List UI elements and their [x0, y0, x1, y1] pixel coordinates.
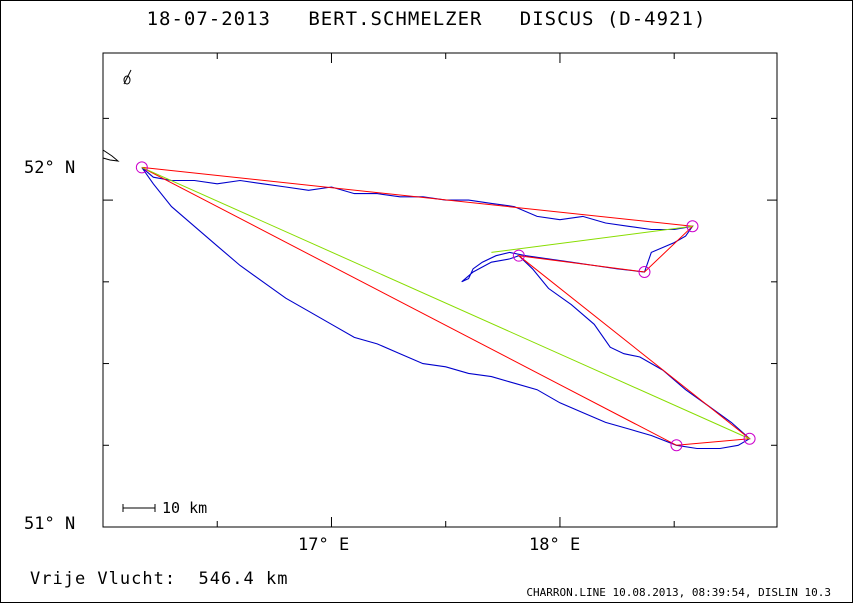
border-fragment	[102, 149, 120, 162]
x-label-17: 17° E	[298, 535, 350, 555]
glider-label: DISCUS (D-4921)	[519, 8, 707, 30]
wind-icon	[123, 69, 132, 85]
turnpoint-circle	[686, 220, 699, 233]
turnpoint-circle	[670, 439, 683, 452]
distance-label: Vrije Vlucht:	[30, 569, 177, 589]
x-label-18: 18° E	[529, 535, 581, 555]
distance-summary: Vrije Vlucht: 546.4 km	[30, 569, 288, 589]
scale-bar	[122, 504, 156, 512]
page-title: 18-07-2013 BERT.SCHMELZER DISCUS (D-4921…	[0, 8, 853, 30]
map-border	[102, 52, 778, 528]
closing-line-2	[141, 166, 750, 440]
turnpoint-circle	[512, 249, 525, 262]
turnpoint-markers	[135, 161, 756, 452]
y-label-51: 51° N	[24, 514, 76, 534]
footer-text: CHARRON.LINE 10.08.2013, 08:39:54, DISLI…	[526, 586, 831, 599]
turnpoint-circle	[638, 266, 651, 279]
turnpoint-circle	[743, 432, 756, 445]
task-legs	[141, 166, 751, 446]
y-label-52: 52° N	[24, 158, 76, 178]
distance-value: 546.4 km	[198, 569, 289, 589]
flight-track	[141, 166, 751, 450]
scale-bar-label: 10 km	[162, 499, 208, 517]
turnpoint-circle	[135, 161, 148, 174]
date-label: 18-07-2013	[146, 8, 271, 30]
pilot-label: BERT.SCHMELZER	[308, 8, 483, 30]
axis-ticks	[103, 53, 777, 527]
closing-line	[491, 225, 693, 253]
